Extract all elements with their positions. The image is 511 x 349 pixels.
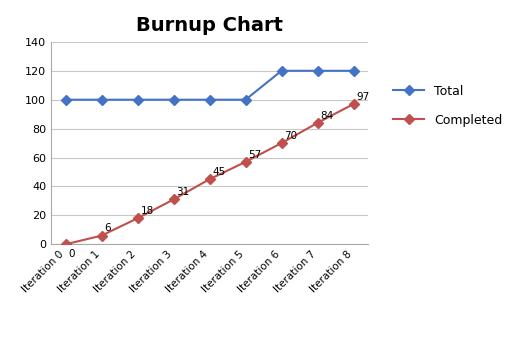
Total — [171, 98, 177, 102]
Text: 97: 97 — [356, 92, 369, 102]
Completed — [351, 102, 357, 106]
Total — [278, 69, 285, 73]
Text: 45: 45 — [213, 167, 226, 177]
Total — [242, 98, 248, 102]
Line: Total: Total — [62, 67, 357, 103]
Text: 31: 31 — [176, 187, 190, 197]
Text: 57: 57 — [248, 150, 262, 159]
Completed — [278, 141, 285, 145]
Text: 0: 0 — [68, 249, 75, 259]
Completed — [134, 216, 141, 220]
Completed — [242, 160, 248, 164]
Completed — [206, 177, 213, 181]
Text: 6: 6 — [104, 223, 111, 233]
Legend: Total, Completed: Total, Completed — [387, 79, 509, 133]
Total — [351, 69, 357, 73]
Completed — [99, 233, 105, 238]
Total — [314, 69, 320, 73]
Total — [206, 98, 213, 102]
Total — [99, 98, 105, 102]
Text: 18: 18 — [141, 206, 154, 216]
Text: 84: 84 — [320, 111, 334, 120]
Text: 70: 70 — [285, 131, 297, 141]
Total — [134, 98, 141, 102]
Completed — [171, 198, 177, 202]
Line: Completed: Completed — [62, 101, 357, 248]
Completed — [314, 121, 320, 125]
Completed — [62, 242, 68, 246]
Total — [62, 98, 68, 102]
Title: Burnup Chart: Burnup Chart — [136, 16, 283, 35]
